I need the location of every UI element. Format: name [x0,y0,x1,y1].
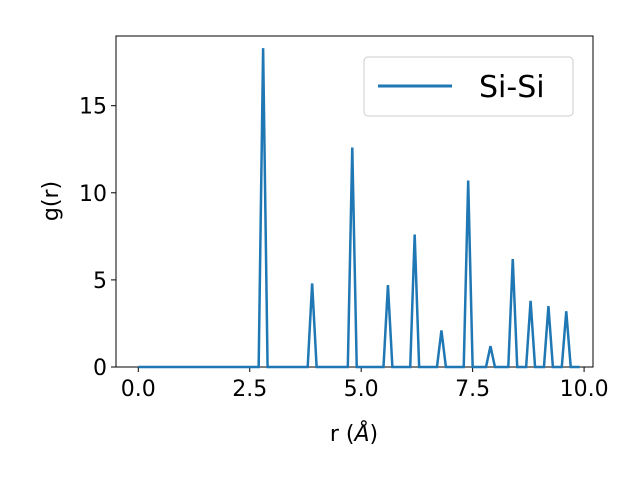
x-axis-label: r (Å) [330,420,378,447]
y-tick-label: 15 [79,95,107,120]
y-axis: 0 5 10 15 [79,95,116,381]
legend-frame [363,56,574,117]
y-tick-label: 0 [93,356,107,381]
y-tick-label: 10 [79,182,107,207]
x-tick-label: 10.0 [560,377,609,402]
plot-area [115,35,594,368]
series-line-si-si [138,48,580,369]
x-tick-label: 7.5 [455,377,490,402]
x-tick-label: 0.0 [121,377,156,402]
x-tick-label: 2.5 [232,377,267,402]
x-axis: 0.0 2.5 5.0 7.5 10.0 [121,367,609,402]
series-layer [138,48,580,369]
legend-label-si-si: Si-Si [479,70,545,105]
legend: Si-Si [363,56,574,117]
x-tick-label: 5.0 [344,377,379,402]
y-axis-label: g(r) [39,181,64,221]
y-tick-label: 5 [93,269,107,294]
